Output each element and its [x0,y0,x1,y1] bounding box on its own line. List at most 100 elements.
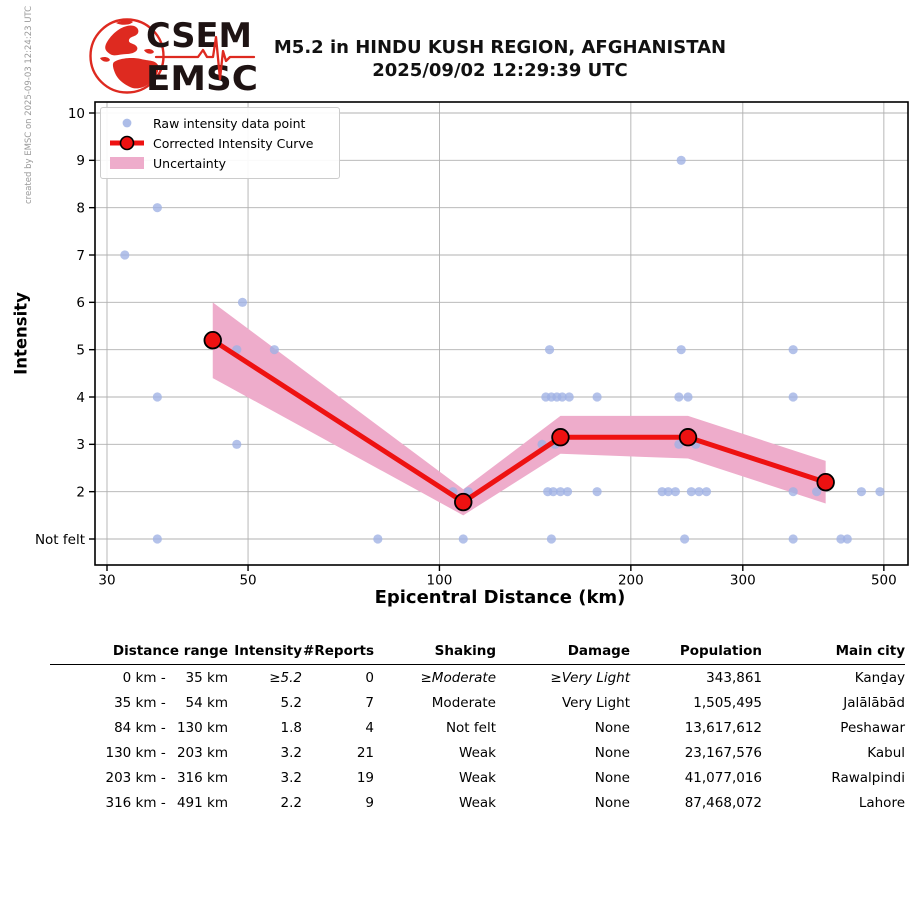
y-tick-label: 7 [76,248,85,264]
raw-point [856,487,867,497]
table-body: 0 km - 35 km ≥5.2 0 ≥Moderate ≥Very Light 343… [50,665,906,815]
legend-item-corrected-curve: Corrected Intensity Curve [109,133,331,153]
raw-point [557,392,567,402]
cell-intensity: 3.2 [280,744,302,761]
curve-markers [203,331,835,512]
table-row: 203 km - 316 km 3.2 19 Weak None 41,077,016 Ra… [50,765,906,790]
cell-distance-range: 203 km - 316 km [105,769,229,786]
legend-item-uncertainty: Uncertainty [109,153,331,173]
y-tick-label: 5 [76,342,85,358]
chart-legend: Raw intensity data point Corrected Inten… [100,107,340,179]
y-tick-label: 6 [76,295,85,311]
raw-point [701,487,712,497]
table-row: 35 km - 54 km 5.2 7 Moderate Very Light 1,505… [50,690,905,715]
cell-population: 87,468,072 [684,794,762,811]
table-row: 84 km - 130 km 1.8 4 Not felt None 13,617,612… [50,715,905,740]
impact-summary-table: Distance range Intensity #Reports Shakin… [50,638,905,815]
logo-text-emsc: EMSC [146,59,258,99]
raw-point [836,534,846,544]
curve-marker [203,331,222,350]
y-tick-label: 3 [76,437,85,453]
y-axis-ticks: Not felt 2 3 4 5 6 7 8 9 10 [35,106,95,548]
cell-damage: None [594,769,630,786]
raw-point [458,534,468,544]
header-shaking: Shaking [434,643,496,659]
cell-main-city: Rawalpindi [831,769,905,786]
x-tick-label: 200 [618,573,644,589]
raw-point [555,487,566,497]
cell-damage: Very Light [561,694,630,711]
raw-point [562,487,573,497]
cell-damage: None [594,719,630,736]
raw-point [875,487,885,497]
x-tick-label: 300 [730,573,756,589]
cell-distance-range: 316 km - 491 km [105,794,229,811]
raw-point [269,345,279,355]
logo-text-csem: CSEM [146,16,252,56]
cell-intensity: 2.2 [280,794,302,811]
cell-distance-range: 130 km - 203 km [105,744,229,761]
curve-marker [551,428,570,447]
raw-point-swatch-icon [109,116,145,130]
emsc-logo: CSEM EMSC [89,16,258,99]
raw-point [152,203,162,213]
y-tick-label: 9 [76,153,85,169]
x-tick-label: 500 [871,573,897,589]
x-axis-label: Epicentral Distance (km) [374,587,626,608]
raw-point [232,439,242,449]
cell-population: 41,077,016 [684,769,762,786]
cell-shaking: Weak [459,744,496,761]
cell-main-city: Lahore [858,794,905,811]
cell-damage: None [594,794,630,811]
table-row: 130 km - 203 km 3.2 21 Weak None 23,167,576 Ka… [50,740,906,765]
event-datetime: 2025/09/02 12:29:39 UTC [372,60,628,81]
raw-point [670,487,680,497]
raw-point [788,487,798,497]
cell-intensity: 1.8 [280,719,302,736]
cell-shaking: Weak [459,769,496,786]
raw-point [676,345,686,355]
cell-main-city: Peshawar [840,719,905,736]
cell-intensity: ≥5.2 [269,669,302,686]
cell-intensity: 5.2 [280,694,302,711]
y-tick-label: 8 [76,200,85,216]
curve-swatch-icon [109,134,145,152]
uncertainty-band [212,302,826,516]
cell-distance-range: 35 km - 54 km [114,694,228,711]
cell-main-city: Kabul [867,744,905,761]
cell-shaking: Moderate [431,694,496,711]
raw-point [788,534,798,544]
raw-point [683,392,693,402]
globe-icon [89,18,165,94]
uncertainty-swatch-icon [109,156,145,170]
x-tick-label: 50 [239,573,256,589]
cell-shaking: ≥Moderate [420,669,496,686]
table-row: 316 km - 491 km 2.2 9 Weak None 87,468,072 Lah… [50,790,906,815]
raw-point [674,392,684,402]
raw-point [564,392,574,402]
header-reports: #Reports [303,643,374,659]
header-distance-range: Distance range [112,643,228,659]
page-title: M5.2 in HINDU KUSH REGION, AFGHANISTAN 2… [85,36,915,82]
raw-point [842,534,852,544]
curve-marker [678,428,698,447]
cell-population: 1,505,495 [693,694,762,711]
table-header-row: Distance range Intensity #Reports Shakin… [50,638,905,665]
raw-point [120,250,130,260]
raw-point [788,392,798,402]
cell-reports: 21 [356,744,374,761]
raw-point [152,392,162,402]
y-tick-label: 4 [76,390,85,406]
raw-point [546,534,557,544]
raw-point [152,534,162,544]
cell-population: 13,617,612 [684,719,762,736]
raw-point [680,534,690,544]
raw-point [663,487,673,497]
raw-point [686,487,696,497]
raw-point [544,345,555,355]
legend-label: Raw intensity data point [153,115,306,131]
cell-reports: 9 [365,794,374,811]
cell-damage: None [594,744,630,761]
cell-reports: 0 [365,669,374,686]
